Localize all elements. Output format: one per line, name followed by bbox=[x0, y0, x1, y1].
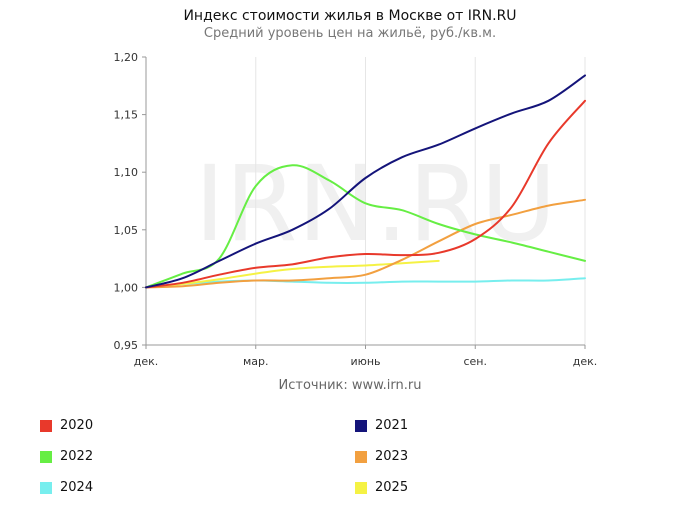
legend-label-2020: 2020 bbox=[60, 418, 94, 433]
y-tick-label-3: 1,10 bbox=[114, 166, 139, 179]
series-line-2023 bbox=[145, 198, 586, 289]
series-line-2024 bbox=[145, 277, 586, 289]
y-tick-label-0: 0,95 bbox=[114, 339, 139, 352]
series-line-2021 bbox=[145, 74, 586, 289]
legend-item-2023: 2023 bbox=[355, 449, 408, 464]
y-tick-label-1: 1,00 bbox=[114, 281, 139, 294]
x-tick-label-4: дек. bbox=[573, 355, 598, 368]
chart-title: Индекс стоимости жилья в Москве от IRN.R… bbox=[183, 8, 517, 24]
x-tick-label-1: мар. bbox=[243, 355, 269, 368]
legend-item-2024: 2024 bbox=[40, 480, 93, 495]
legend-label-2023: 2023 bbox=[375, 449, 409, 464]
source-note: Источник: www.irn.ru bbox=[278, 378, 422, 393]
legend-label-2025: 2025 bbox=[375, 480, 409, 495]
legend-label-2021: 2021 bbox=[375, 418, 409, 433]
legend-label-2022: 2022 bbox=[60, 449, 94, 464]
series-line-2022 bbox=[145, 164, 586, 289]
legend-swatch-2025 bbox=[355, 481, 367, 494]
legend-item-2022: 2022 bbox=[40, 449, 93, 464]
legend-swatch-2023 bbox=[355, 450, 367, 463]
y-tick-label-2: 1,05 bbox=[114, 224, 139, 237]
legend-swatch-2022 bbox=[40, 450, 52, 463]
y-tick-label-4: 1,15 bbox=[114, 109, 139, 122]
series-line-2020 bbox=[145, 99, 586, 289]
legend-item-2020: 2020 bbox=[40, 418, 93, 433]
x-tick-label-0: дек. bbox=[134, 355, 159, 368]
y-tick-label-5: 1,20 bbox=[114, 51, 139, 64]
legend-label-2024: 2024 bbox=[60, 480, 94, 495]
legend-swatch-2024 bbox=[40, 481, 52, 494]
legend-swatch-2020 bbox=[40, 419, 52, 432]
legend-swatch-2021 bbox=[355, 419, 367, 432]
legend-item-2021: 2021 bbox=[355, 418, 408, 433]
chart-subtitle: Средний уровень цен на жильё, руб./кв.м. bbox=[203, 26, 497, 41]
legend-item-2025: 2025 bbox=[355, 480, 408, 495]
x-tick-label-2: июнь bbox=[350, 355, 380, 368]
x-tick-label-3: сен. bbox=[463, 355, 487, 368]
